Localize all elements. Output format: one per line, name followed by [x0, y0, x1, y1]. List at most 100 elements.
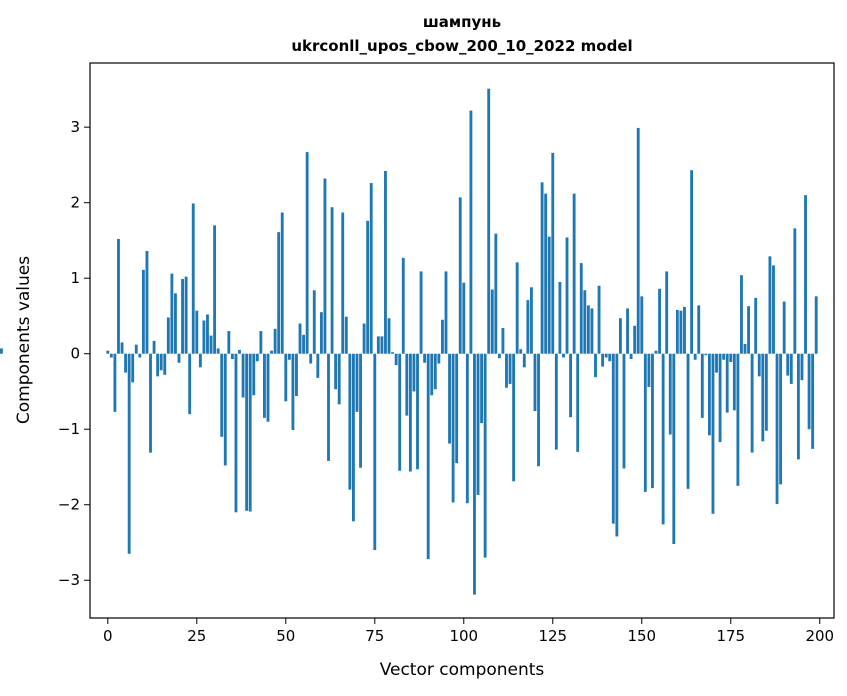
bar [273, 328, 277, 354]
bar [352, 353, 355, 522]
bar [337, 353, 341, 405]
x-axis-ticks: 0 25 50 75 100 125 150 175 200 [103, 618, 834, 645]
bar [369, 183, 373, 354]
bar [508, 353, 512, 384]
bar [188, 353, 192, 415]
bar [131, 353, 135, 383]
bar [562, 353, 565, 358]
bar [672, 353, 676, 544]
bar [344, 316, 348, 354]
bar [764, 353, 768, 431]
plot-frame [89, 62, 835, 619]
bar [316, 353, 320, 378]
bar [462, 282, 466, 354]
bar [287, 353, 291, 360]
bar [195, 310, 199, 354]
y-tick-label: −2 [58, 496, 80, 514]
bar [216, 348, 220, 354]
bar [113, 353, 117, 412]
bar [604, 353, 608, 358]
bar [636, 127, 640, 354]
bar [643, 353, 647, 492]
bar [586, 305, 590, 354]
bar [789, 353, 793, 384]
y-tick-label: 2 [70, 194, 80, 212]
x-tick-label: 100 [449, 627, 478, 645]
bar [341, 212, 345, 354]
bar [750, 353, 754, 453]
bar [811, 353, 815, 449]
bar [426, 353, 430, 560]
bar [430, 353, 434, 396]
bar [804, 195, 807, 354]
bar [782, 301, 786, 354]
bar [722, 353, 726, 360]
y-tick-label: 3 [70, 118, 80, 136]
bar [529, 287, 533, 354]
bar [458, 197, 462, 354]
bar [181, 278, 184, 354]
bar [675, 309, 679, 354]
y-axis-label: Components values [14, 256, 34, 424]
bar [433, 353, 437, 390]
bar [387, 318, 391, 354]
bar [565, 237, 569, 354]
bar [280, 212, 284, 354]
bar [572, 193, 576, 354]
bar [263, 353, 266, 418]
bar [277, 232, 281, 354]
bar [401, 257, 405, 354]
bar [740, 275, 743, 354]
bar [380, 336, 384, 354]
bar [234, 353, 238, 513]
bar [408, 353, 412, 472]
bar [191, 203, 195, 354]
bar [327, 353, 330, 461]
bar [747, 306, 750, 354]
bar [736, 353, 740, 486]
bar [704, 353, 708, 356]
x-tick-label: 175 [716, 627, 745, 645]
bar [761, 353, 765, 442]
bar [330, 207, 334, 354]
bar [547, 236, 551, 354]
bar [252, 353, 256, 396]
bar [248, 353, 252, 512]
bar [394, 353, 398, 366]
bar [579, 263, 583, 354]
bar [519, 349, 523, 354]
bar [651, 353, 654, 489]
bar [668, 353, 672, 435]
y-axis-ticks: −3 −2 −1 0 1 2 3 [58, 118, 90, 589]
bar [501, 328, 505, 354]
bar [198, 353, 202, 368]
bar [384, 170, 387, 354]
bar [174, 293, 177, 354]
bar [117, 238, 120, 354]
bar [305, 152, 309, 354]
x-tick-label: 25 [187, 627, 206, 645]
bar [533, 353, 537, 412]
bar [515, 262, 519, 354]
bar [775, 353, 779, 504]
bar [124, 353, 128, 373]
bar [633, 325, 637, 354]
bar [480, 353, 484, 424]
bar [323, 178, 327, 354]
bar [544, 193, 548, 354]
bar [391, 352, 395, 354]
bar [184, 276, 188, 354]
bar [416, 353, 419, 470]
bar [227, 331, 231, 354]
bar [284, 353, 288, 402]
bar [170, 273, 174, 354]
bar [814, 296, 818, 354]
bar [622, 353, 626, 469]
bar [715, 353, 718, 373]
bar [437, 353, 441, 364]
bar [152, 340, 156, 354]
bar [309, 353, 313, 364]
bar [455, 353, 459, 464]
bar [647, 353, 651, 387]
bar [654, 350, 658, 354]
